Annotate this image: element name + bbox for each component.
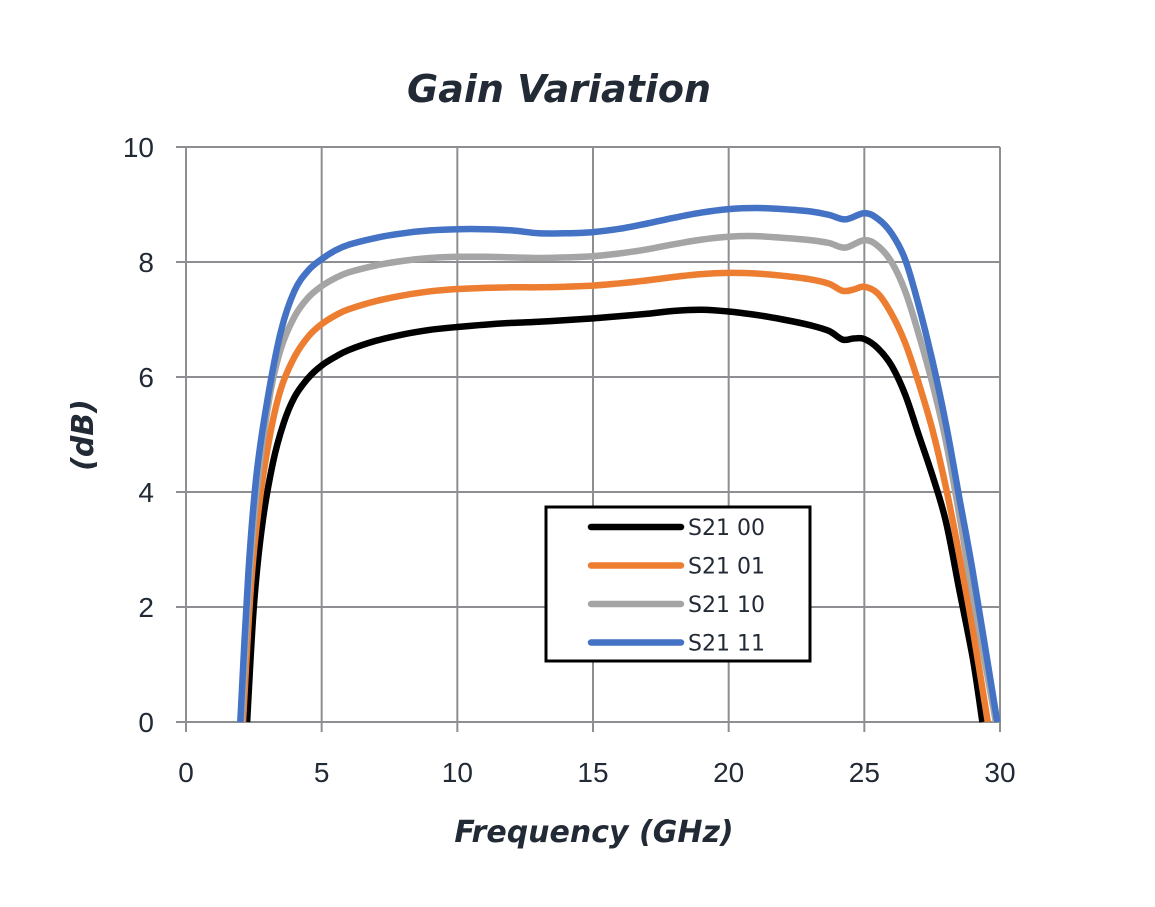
- series-line-s21-01: [239, 269, 992, 723]
- x-tick-label: 30: [984, 757, 1015, 788]
- y-axis-ticks: 0 2 4 6 8 10: [123, 132, 154, 738]
- y-tick-label: 8: [138, 247, 154, 278]
- y-tick-label: 10: [123, 132, 154, 163]
- legend-box: [544, 505, 812, 663]
- x-axis-ticks: 0 5 10 15 20 25 30: [178, 757, 1015, 788]
- x-tick-label: 10: [442, 757, 473, 788]
- y-tick-label: 4: [138, 477, 154, 508]
- series-line-s21-00: [243, 306, 986, 723]
- legend-label: S21 00: [688, 516, 765, 541]
- legend-label: S21 01: [688, 555, 765, 580]
- series-line-s21-11: [237, 204, 1001, 723]
- legend-label: S21 11: [688, 632, 765, 657]
- y-tick-label: 6: [138, 362, 154, 393]
- x-tick-label: 5: [314, 757, 330, 788]
- gridlines: [176, 146, 1001, 732]
- chart-title: Gain Variation: [407, 67, 711, 111]
- series-lines: [237, 204, 1001, 723]
- x-tick-label: 15: [577, 757, 608, 788]
- x-tick-label: 20: [713, 757, 744, 788]
- legend: S21 00 S21 01 S21 10 S21 11: [544, 505, 812, 663]
- y-axis-title: (dB): [66, 399, 101, 471]
- legend-label: S21 10: [688, 593, 765, 618]
- y-tick-label: 2: [138, 592, 154, 623]
- x-axis-title: Frequency (GHz): [454, 815, 733, 850]
- y-tick-label: 0: [138, 707, 154, 738]
- series-line-s21-10: [238, 232, 1000, 723]
- x-tick-label: 0: [178, 757, 194, 788]
- x-tick-label: 25: [849, 757, 880, 788]
